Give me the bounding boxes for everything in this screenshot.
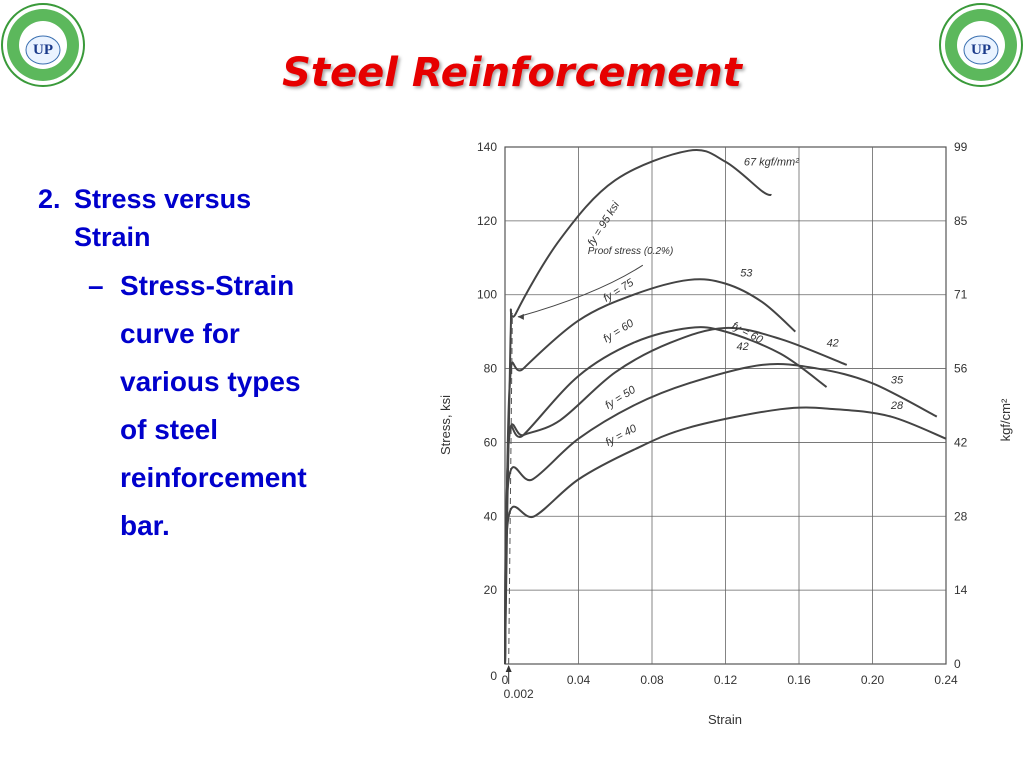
chart-ticks: 0 0.04 0.08 0.12 0.16 0.20 0.24 0 20 40 60 80 100 120… [477,140,968,701]
stress-strain-curve [504,149,772,665]
stress-strain-curve [504,362,938,665]
x-tick-label: 0.24 [934,673,958,687]
university-logo-left: UP [1,3,85,87]
strain-marker-arrowhead [505,665,512,672]
sub-bullet-line: of steel [120,414,219,445]
sub-bullet-line: curve for [120,318,240,349]
fy40-label: fy = 40 [604,422,640,449]
proof-stress-leader [517,264,644,318]
logo-up-text: UP [33,42,53,58]
y-tick-label: 40 [484,509,498,523]
sub-bullet-line: various types [120,366,301,397]
fy50-end-label: 35 [891,374,904,386]
bullet-number: 2. [38,184,61,214]
proof-stress-label: Proof stress (0.2%) [588,246,674,257]
y2-tick-label: 56 [954,362,968,376]
y-axis-label: Stress, ksi [438,395,453,455]
y2-tick-label: 28 [954,509,968,523]
bullet-level2: – Stress-Strain curve for various types … [38,262,398,550]
y2-tick-label: 71 [954,288,968,302]
y2-tick-label: 0 [954,657,961,671]
stress-strain-curve [504,326,848,665]
logo-up-text: UP [971,42,991,58]
chart-curves [504,149,947,665]
slide-title: Steel Reinforcement [282,50,742,96]
bullet-level1: 2. Stress versus Strain [38,180,398,256]
y-tick-label: 20 [484,583,498,597]
y2-tick-label: 14 [954,583,968,597]
fy75-end-label: 53 [740,267,753,279]
sub-bullet-line: bar. [120,510,170,541]
offset-dashed-line [508,313,513,665]
y-tick-label: 0 [490,669,497,683]
bullet-dash: – [88,270,104,301]
bullet-text-line2: Strain [74,222,151,252]
x-tick-label: 0.20 [861,673,885,687]
stress-strain-curve [504,278,796,665]
y-tick-label: 100 [477,288,497,302]
x-tick-label: 0 [502,673,509,687]
stress-strain-chart: 0 0.04 0.08 0.12 0.16 0.20 0.24 0 20 40 60 80 100 120… [438,140,1013,727]
y2-tick-label: 42 [954,435,968,449]
y2-tick-label: 85 [954,214,968,228]
fy40-end-label: 28 [890,400,904,412]
x-tick-label: 0.04 [567,673,591,687]
fy60b-end-label: 42 [827,337,839,349]
fy95-end-label: 67 kgf/mm² [744,156,799,168]
chart-grid [504,146,947,665]
fy60a-end-label: 42 [737,341,749,353]
sub-bullet-line: Stress-Strain [120,270,295,301]
fy50-label: fy = 50 [603,383,638,411]
y2-tick-label: 99 [954,140,968,154]
x-tick-label: 0.08 [640,673,664,687]
bullet-text-line1: Stress versus [74,184,252,214]
fy60a-label: fy = 60 [601,317,636,345]
stress-strain-curve [504,326,828,665]
y-tick-label: 60 [484,435,498,449]
bullet-list: 2. Stress versus Strain – Stress-Strain … [38,180,398,550]
y2-axis-label: kgf/cm² [998,398,1013,441]
stress-strain-curve [504,406,947,665]
fy95-label: fy = 95 ksi [586,199,623,248]
y-tick-label: 80 [484,362,498,376]
proof-stress-arrowhead [517,313,524,320]
strain-marker-label: 0.002 [504,687,534,701]
sub-bullet-line: reinforcement [120,462,307,493]
x-tick-label: 0.16 [787,673,811,687]
university-logo-right: UP [939,3,1023,87]
y-tick-label: 120 [477,214,497,228]
x-axis-label: Strain [708,712,742,727]
x-tick-label: 0.12 [714,673,738,687]
y-tick-label: 140 [477,140,497,154]
